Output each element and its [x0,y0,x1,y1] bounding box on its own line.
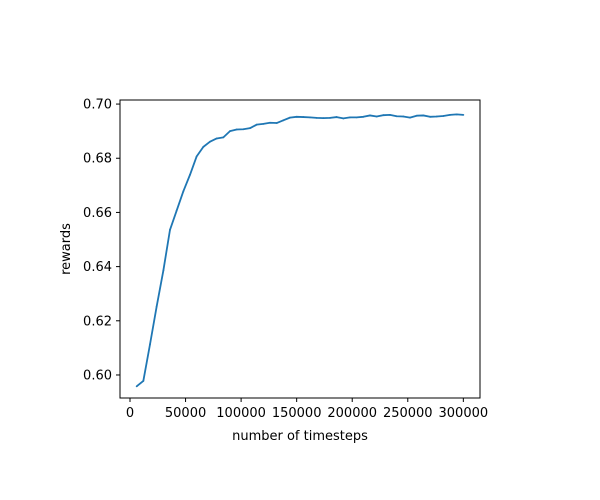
data-point [329,116,331,119]
x-axis-ticks: 0 50000 100000 150000 200000 250000 300000 [126,398,488,421]
data-point [442,115,445,117]
data-point [322,117,325,120]
y-tick-label: 0.68 [83,152,112,167]
y-tick-label: 0.62 [83,314,112,329]
data-point [235,128,238,131]
data-point [295,115,298,118]
x-tick-label: 300000 [439,406,489,421]
data-point [435,115,438,118]
data-point [155,305,158,308]
data-point [422,114,425,117]
data-point [455,113,458,116]
data-point [262,122,265,125]
y-axis-ticks: 0.60 0.62 0.64 0.66 0.68 0.70 [83,98,120,383]
x-tick-label: 0 [126,406,134,421]
data-point [355,116,358,119]
data-point [269,121,271,124]
data-point [309,116,311,119]
data-point [375,115,378,118]
data-point [395,115,398,118]
data-point [242,128,245,131]
data-point [229,130,231,133]
data-point [335,116,338,118]
data-point [429,115,431,118]
plot-area [135,113,465,388]
data-point [215,137,218,140]
data-point [175,209,178,212]
data-point [402,115,405,118]
data-point [289,116,291,119]
data-point [195,155,198,158]
data-point [135,385,138,388]
data-point [349,116,351,119]
y-tick-label: 0.60 [83,368,112,383]
data-point [462,114,465,116]
y-tick-label: 0.64 [83,260,112,275]
y-tick-label: 0.66 [83,206,112,221]
data-point [382,114,385,117]
data-point [209,140,211,143]
data-point [409,116,411,119]
data-point [149,343,151,346]
data-point [415,114,418,117]
data-point [162,269,165,272]
data-point [249,127,251,130]
data-point [282,119,285,122]
data-point [255,123,258,126]
data-point [389,114,391,116]
x-tick-label: 50000 [165,406,206,421]
data-point [369,114,371,117]
data-point [362,115,365,118]
data-point [302,116,305,118]
x-tick-label: 200000 [327,406,377,421]
data-point [449,114,451,116]
data-point [222,136,225,139]
data-point [189,173,191,176]
series-line [136,113,464,388]
data-point [342,117,345,120]
data-point [275,122,278,124]
data-point [169,228,171,231]
x-axis-label: number of timesteps [232,429,368,444]
data-point [315,116,318,119]
y-tick-label: 0.70 [83,98,112,113]
data-point [202,145,205,148]
data-point [142,380,145,382]
x-tick-label: 250000 [383,406,433,421]
data-point [182,190,185,193]
x-tick-label: 100000 [216,406,266,421]
x-tick-label: 150000 [272,406,322,421]
axes-frame [119,99,481,399]
y-axis-label: rewards [59,223,74,275]
